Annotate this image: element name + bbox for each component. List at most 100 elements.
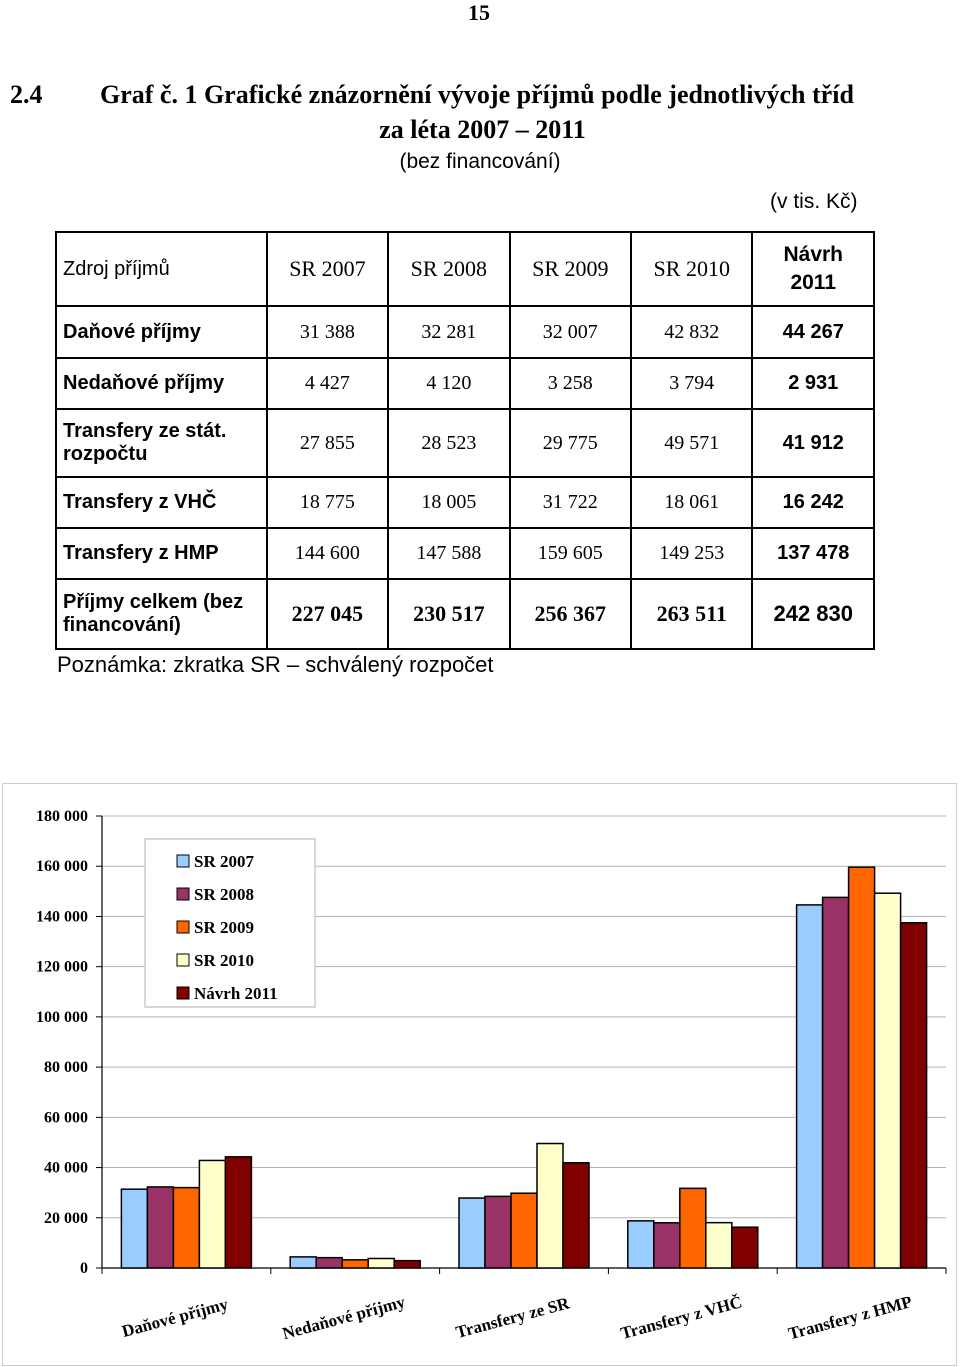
chart-svg: 0 20 000 40 000 60 000 80 000 100 000 120 000 1…: [2, 783, 957, 1366]
income-table: Zdroj příjmů SR 2007 SR 2008 SR 2009 SR …: [55, 231, 875, 650]
bar: [705, 1221, 733, 1269]
y-tick-label: 140 000: [36, 908, 88, 925]
table-cell: 3 258: [508, 357, 633, 410]
table-cell: 41 912: [751, 408, 875, 478]
legend-label: SR 2010: [194, 951, 254, 970]
table-cell: 149 253: [630, 527, 754, 580]
income-bar-chart: 0 20 000 40 000 60 000 80 000 100 000 120 000 1…: [2, 783, 957, 1366]
bar: [653, 1222, 681, 1269]
row-label: Příjmy celkem (bez financování): [55, 578, 268, 650]
y-tick-label: 120 000: [36, 959, 88, 976]
bar: [899, 922, 928, 1269]
footnote: Poznámka: zkratka SR – schválený rozpoče…: [57, 652, 494, 677]
y-tick-label: 80 000: [44, 1059, 88, 1076]
legend-swatch: [176, 887, 190, 901]
y-tick-label: 60 000: [44, 1109, 88, 1126]
bar: [367, 1257, 395, 1269]
y-tick-label: 100 000: [36, 1009, 88, 1026]
table-cell: 32 281: [387, 305, 511, 359]
bar: [172, 1186, 201, 1269]
table-cell: 18 005: [387, 476, 511, 529]
bar: [224, 1156, 253, 1269]
table-cell: 256 367: [508, 578, 633, 650]
y-tick-label: 0: [80, 1260, 88, 1277]
section-title-line1: Graf č. 1 Grafické znázornění vývoje pří…: [100, 80, 854, 109]
table-cell: 44 267: [751, 305, 875, 359]
legend-label: SR 2007: [194, 852, 254, 871]
table-cell: 2 931: [751, 357, 875, 410]
table-cell: 49 571: [630, 408, 754, 478]
section-title-line2: za léta 2007 – 2011: [379, 115, 586, 144]
table-cell: 31 388: [265, 305, 390, 359]
bar: [821, 896, 850, 1269]
table-row: Daňové příjmy 31 388 32 281 32 007 42 83…: [55, 305, 875, 359]
table-cell: 147 588: [387, 527, 511, 580]
y-tick-label: 40 000: [44, 1160, 88, 1177]
bar: [627, 1220, 655, 1269]
legend-swatch: [176, 854, 190, 868]
table-cell: 4 427: [265, 357, 390, 410]
section-subtitle: (bez financování): [399, 150, 561, 173]
table-cell: 3 794: [630, 357, 754, 410]
table-cell: 28 523: [387, 408, 511, 478]
table-cell: 27 855: [265, 408, 390, 478]
bar: [393, 1259, 421, 1269]
bar: [847, 866, 876, 1269]
table-row: Nedaňové příjmy 4 427 4 120 3 258 3 794 …: [55, 357, 875, 410]
row-label: Daňové příjmy: [55, 305, 268, 359]
page-number: 15: [468, 0, 490, 25]
row-label: Transfery z HMP: [55, 527, 268, 580]
legend-label: Návrh 2011: [194, 984, 278, 1003]
legend-label: SR 2009: [194, 918, 254, 937]
legend-box: [144, 838, 316, 1008]
table-cell: 242 830: [751, 578, 875, 650]
table-cell: 29 775: [508, 408, 633, 478]
bar: [315, 1256, 343, 1269]
table-row: Transfery z VHČ 18 775 18 005 31 722 18 …: [55, 476, 875, 529]
table-cell: 18 061: [630, 476, 754, 529]
table-cell: 32 007: [508, 305, 633, 359]
row-label: Nedaňové příjmy: [55, 357, 268, 410]
table-row: Transfery ze stát. rozpočtu 27 855 28 52…: [55, 408, 875, 478]
table-header: Návrh 2011: [751, 231, 875, 307]
table-cell: 263 511: [630, 578, 754, 650]
table-header-row: Zdroj příjmů SR 2007 SR 2008 SR 2009 SR …: [55, 231, 875, 307]
table-cell: 144 600: [265, 527, 390, 580]
table-cell: 4 120: [387, 357, 511, 410]
table-cell: 31 722: [508, 476, 633, 529]
row-label: Transfery z VHČ: [55, 476, 268, 529]
y-tick-label: 20 000: [44, 1210, 88, 1227]
legend-swatch: [176, 953, 190, 967]
table-cell: 42 832: [630, 305, 754, 359]
table-cell: 227 045: [265, 578, 390, 650]
table-header: Zdroj příjmů: [55, 231, 268, 307]
table-cell: 137 478: [751, 527, 875, 580]
bar: [484, 1195, 512, 1269]
table-header: SR 2010: [630, 231, 754, 307]
bar: [341, 1259, 369, 1269]
table-cell: 16 242: [751, 476, 875, 529]
bar: [289, 1256, 317, 1269]
y-tick-label: 160 000: [36, 858, 88, 875]
legend-swatch: [176, 920, 190, 934]
bar: [198, 1159, 227, 1269]
table-cell: 159 605: [508, 527, 633, 580]
table-cell: 18 775: [265, 476, 390, 529]
row-label: Transfery ze stát. rozpočtu: [55, 408, 268, 478]
bar: [795, 904, 824, 1269]
table-row-total: Příjmy celkem (bez financování) 227 045 …: [55, 578, 875, 650]
bar: [562, 1162, 590, 1269]
legend-swatch: [176, 986, 190, 1000]
bar: [536, 1142, 564, 1269]
section-number: 2.4: [10, 80, 43, 109]
table-cell: 230 517: [387, 578, 511, 650]
bar: [458, 1197, 486, 1269]
y-tick-label: 180 000: [36, 808, 88, 825]
legend-label: SR 2008: [194, 885, 254, 904]
unit-note: (v tis. Kč): [770, 190, 858, 213]
table-header: SR 2007: [265, 231, 390, 307]
bar: [873, 892, 902, 1269]
bar: [731, 1226, 759, 1269]
bar: [510, 1192, 538, 1269]
table-row: Transfery z HMP 144 600 147 588 159 605 …: [55, 527, 875, 580]
